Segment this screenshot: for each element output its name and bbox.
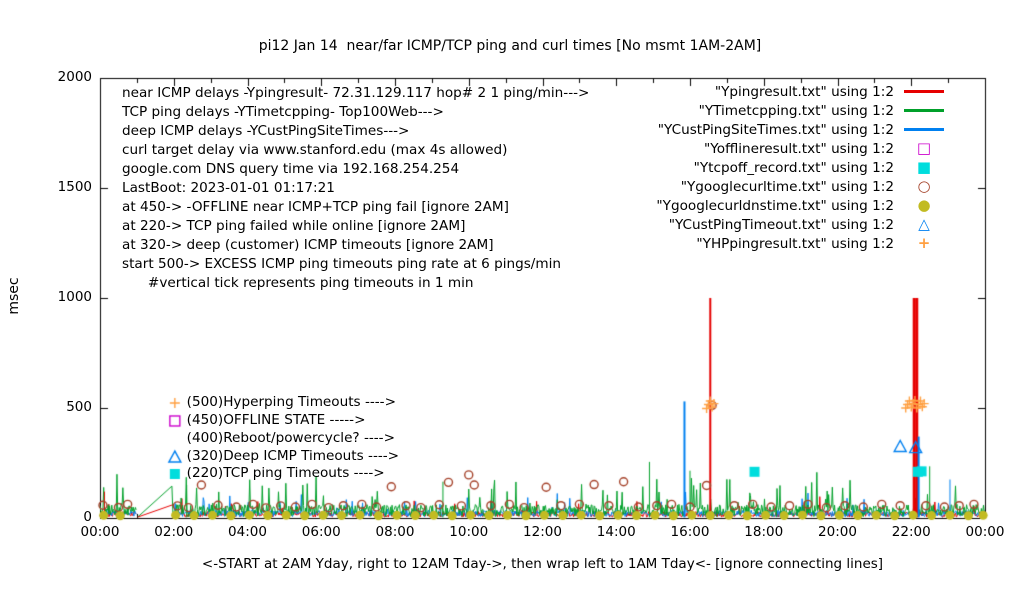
x-tick-label: 08:00 — [375, 524, 415, 540]
x-tick-label: 14:00 — [596, 524, 636, 540]
legend-label: "YTimetcpping.txt" using 1:2 — [698, 102, 894, 119]
y-tick-label: 500 — [66, 399, 92, 415]
x-tick-label: 00:00 — [965, 524, 1005, 540]
circle-filled-icon: ● — [917, 196, 931, 214]
x-tick-label: 10:00 — [449, 524, 489, 540]
info-line: near ICMP delays -Ypingresult- 72.31.129… — [122, 85, 590, 101]
y-tick-label: 2000 — [57, 69, 92, 85]
legend: "Ypingresult.txt" using 1:2 "YTimetcpping… — [656, 82, 948, 253]
info-annotations: near ICMP delays -Ypingresult- 72.31.129… — [122, 84, 589, 293]
info-line: at 220-> TCP ping failed while online [i… — [122, 218, 466, 234]
x-tick-label: 20:00 — [818, 524, 857, 540]
square-filled-icon: ■ — [916, 158, 932, 176]
x-tick-label: 16:00 — [670, 524, 710, 540]
legend-label: "YCustPingSiteTimes.txt" using 1:2 — [657, 121, 894, 138]
legend-row: "Ytcpoff_record.txt" using 1:2 ■ — [656, 158, 948, 177]
level-annotation: (220)TCP ping Timeouts ----> — [186, 465, 385, 481]
x-tick-label: 00:00 — [80, 524, 120, 540]
legend-line-sample — [900, 128, 948, 131]
legend-row: "Yofflineresult.txt" using 1:2 □ — [656, 139, 948, 158]
info-line: TCP ping delays -YTimetcpping- Top100Web… — [122, 104, 444, 120]
chart-title: pi12 Jan 14 near/far ICMP/TCP ping and c… — [258, 38, 762, 54]
info-line: #vertical tick represents ping timeouts … — [122, 275, 474, 291]
level-annotation: (400)Reboot/powercycle? ----> — [186, 430, 395, 447]
legend-label: "YCustPingTimeout.txt" using 1:2 — [668, 216, 894, 233]
legend-row: "YCustPingSiteTimes.txt" using 1:2 — [656, 120, 948, 139]
legend-label: "YHPpingresult.txt" using 1:2 — [696, 235, 894, 252]
info-line: at 450-> -OFFLINE near ICMP+TCP ping fai… — [122, 199, 509, 215]
x-tick-label: 04:00 — [228, 524, 267, 540]
legend-label: "Ygooglecurldnstime.txt" using 1:2 — [656, 197, 894, 214]
plus-icon: + — [917, 234, 931, 252]
legend-label: "Ytcpoff_record.txt" using 1:2 — [693, 159, 894, 176]
legend-row: "Ygooglecurltime.txt" using 1:2 ○ — [656, 177, 948, 196]
level-annotation: (450)OFFLINE STATE -----> — [186, 411, 366, 428]
legend-line-sample — [900, 90, 948, 93]
legend-label: "Ygooglecurltime.txt" using 1:2 — [680, 178, 894, 195]
info-line: deep ICMP delays -YCustPingSiteTimes---> — [122, 123, 410, 139]
y-tick-label: 1000 — [57, 289, 92, 305]
y-axis-label: msec — [6, 277, 22, 315]
square-open-icon: □ — [916, 139, 932, 157]
legend-row: "Ygooglecurldnstime.txt" using 1:2 ● — [656, 196, 948, 215]
info-line: start 500-> EXCESS ICMP ping timeouts pi… — [122, 256, 562, 272]
x-tick-label: 06:00 — [301, 524, 341, 540]
x-axis-label: <-START at 2AM Yday, right to 12AM Tday-… — [201, 556, 884, 572]
x-tick-label: 18:00 — [744, 524, 784, 540]
x-tick-label: 22:00 — [891, 524, 931, 540]
x-tick-label: 02:00 — [154, 524, 194, 540]
info-line: at 320-> deep (customer) ICMP timeouts [… — [122, 237, 494, 253]
info-line: LastBoot: 2023-01-01 01:17:21 — [122, 180, 335, 196]
legend-label: "Ypingresult.txt" using 1:2 — [714, 83, 894, 100]
x-tick-label: 12:00 — [523, 524, 562, 540]
legend-row: "Ypingresult.txt" using 1:2 — [656, 82, 948, 101]
legend-row: "YCustPingTimeout.txt" using 1:2 △ — [656, 215, 948, 234]
circle-open-icon: ○ — [917, 177, 931, 195]
info-line: curl target delay via www.stanford.edu (… — [122, 142, 508, 158]
y-tick-label: 1500 — [57, 179, 92, 195]
y-tick-label: 0 — [83, 509, 92, 525]
triangle-open-icon: △ — [918, 215, 930, 233]
legend-label: "Yofflineresult.txt" using 1:2 — [704, 140, 894, 157]
legend-row: "YHPpingresult.txt" using 1:2 + — [656, 234, 948, 253]
legend-line-sample — [900, 109, 948, 112]
info-line: google.com DNS query time via 192.168.25… — [122, 161, 460, 177]
level-annotation: (500)Hyperping Timeouts ----> — [186, 393, 396, 410]
level-annotation: (320)Deep ICMP Timeouts ----> — [186, 448, 400, 465]
legend-row: "YTimetcpping.txt" using 1:2 — [656, 101, 948, 120]
